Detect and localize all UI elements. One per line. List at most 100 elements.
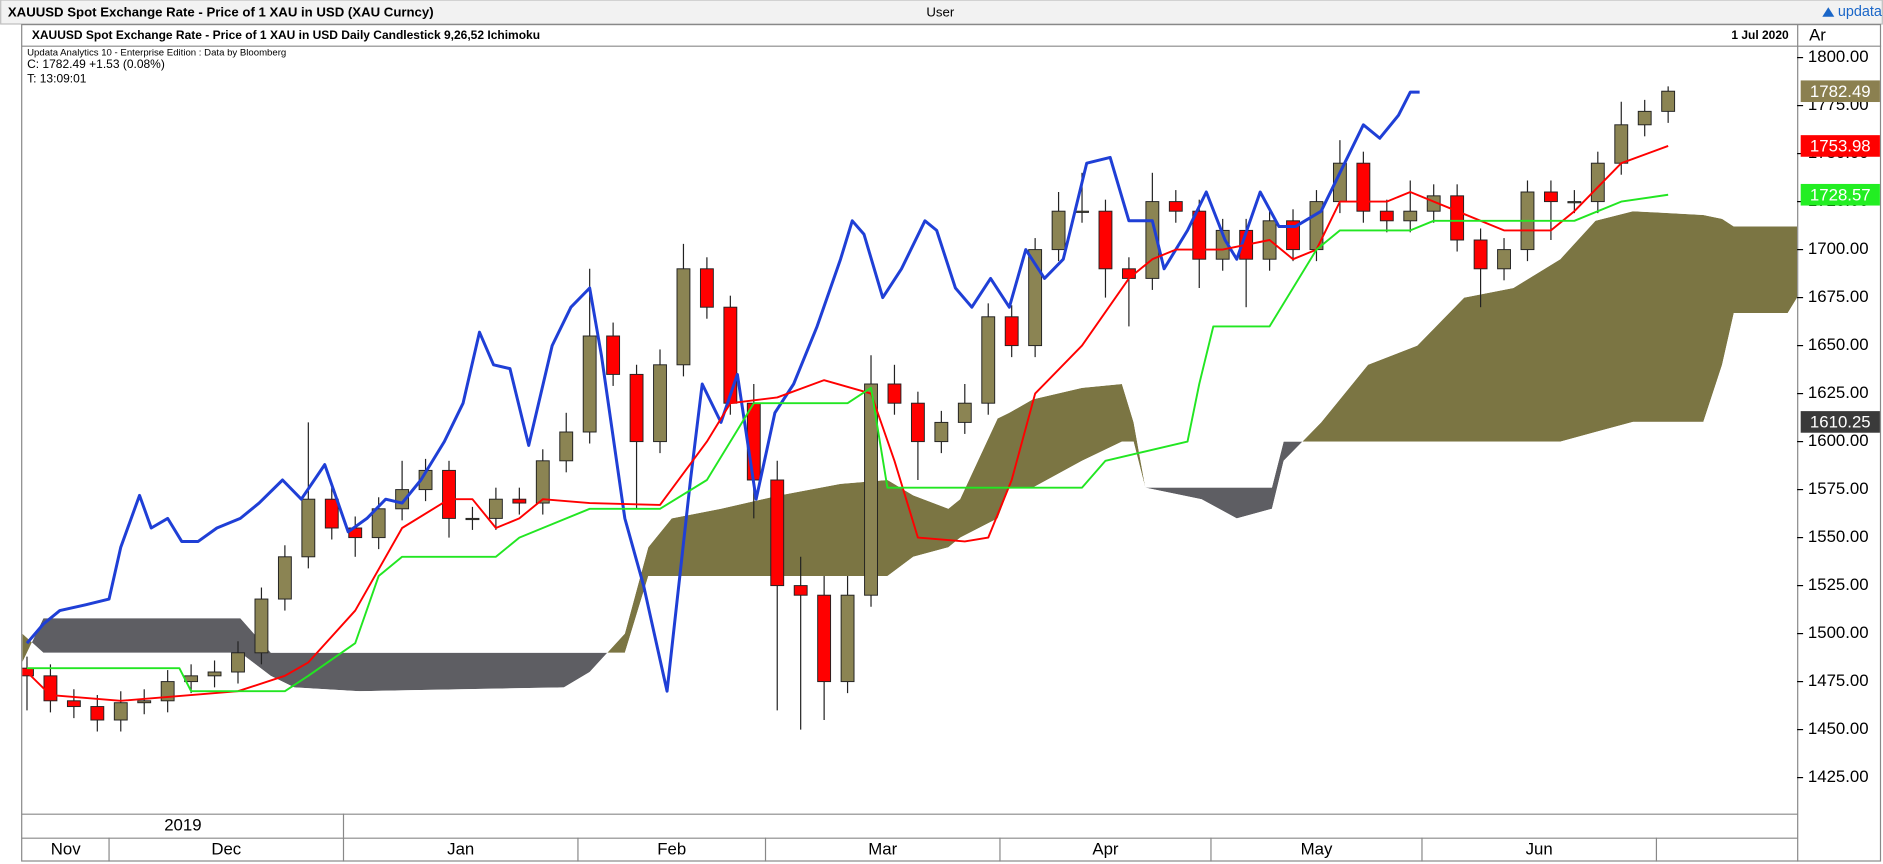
- price-marker-label: 1728.57: [1810, 185, 1871, 204]
- price-marker: [1800, 411, 1880, 433]
- candle-body: [934, 421, 949, 443]
- candle-body: [1637, 110, 1652, 126]
- candle-body: [723, 306, 738, 404]
- candle-body: [1028, 249, 1043, 347]
- candle-body: [1497, 249, 1511, 270]
- axis-unit: Ar: [1809, 25, 1826, 44]
- price-marker: [1800, 183, 1880, 206]
- candle-body: [207, 671, 222, 677]
- y-tick-label: 1500.00: [1808, 623, 1869, 642]
- candle-body: [442, 469, 456, 519]
- candle-body: [231, 652, 245, 673]
- candle-body: [1379, 210, 1394, 222]
- candle-body: [1168, 201, 1183, 212]
- candle-body: [582, 335, 597, 433]
- year-label: 2019: [164, 816, 201, 835]
- chart-title: XAUUSD Spot Exchange Rate - Price of 1 X…: [32, 28, 540, 42]
- candle-body: [1661, 90, 1676, 112]
- y-tick-label: 1650.00: [1808, 335, 1869, 354]
- window-title: XAUUSD Spot Exchange Rate - Price of 1 X…: [8, 5, 434, 20]
- y-tick-label: 1450.00: [1808, 719, 1869, 738]
- indicator-line: [26, 193, 1669, 693]
- window-bar: [0, 0, 1883, 25]
- info-source: Updata Analytics 10 - Enterprise Edition…: [27, 47, 286, 58]
- price-marker: [1800, 80, 1880, 103]
- candle-body: [371, 508, 386, 539]
- candle-body: [887, 383, 902, 404]
- candle-body: [113, 702, 128, 721]
- chart-frame: [21, 24, 1882, 862]
- candle-body: [746, 402, 761, 481]
- y-tick-label: 1675.00: [1808, 287, 1869, 306]
- candle-body: [840, 594, 855, 683]
- candle-body: [1356, 162, 1371, 212]
- x-tick-label: Apr: [1092, 840, 1119, 859]
- candle-body: [137, 700, 152, 704]
- x-tick-label: Nov: [51, 840, 81, 859]
- cloud-down: [22, 297, 1798, 692]
- date-label: 1 Jul 2020: [1731, 28, 1789, 42]
- candle-body: [1567, 201, 1582, 204]
- x-tick-label: Jan: [447, 840, 474, 859]
- y-tick-label: 1475.00: [1808, 671, 1869, 690]
- candle-body: [324, 498, 339, 529]
- candle-body: [910, 402, 925, 443]
- candle-body: [535, 460, 550, 504]
- y-tick-label: 1550.00: [1808, 527, 1869, 546]
- candle-body: [817, 594, 832, 683]
- candle-body: [254, 598, 269, 654]
- cloud-down-group: [22, 297, 1798, 692]
- y-tick-label: 1525.00: [1808, 575, 1869, 594]
- candle-body: [1192, 210, 1207, 260]
- candle-body: [1590, 162, 1605, 203]
- candle-body: [1543, 191, 1558, 203]
- price-marker: [1800, 135, 1880, 157]
- brand-icon: [1822, 7, 1835, 17]
- brand[interactable]: updata: [1838, 4, 1882, 20]
- plot-area: [22, 86, 1798, 732]
- candle-body: [793, 585, 808, 596]
- candle-body: [957, 402, 972, 423]
- candle-body: [1051, 210, 1066, 251]
- candle-body: [43, 675, 58, 702]
- price-marker-label: 1753.98: [1810, 137, 1871, 156]
- x-tick-label: Feb: [657, 840, 686, 859]
- candle-body: [1403, 210, 1418, 222]
- y-tick-label: 1600.00: [1808, 431, 1869, 450]
- candle-body: [465, 517, 480, 521]
- candle-body: [277, 556, 292, 600]
- candle-body: [770, 479, 785, 587]
- info-last: C: 1782.49 +1.53 (0.08%): [27, 57, 165, 71]
- indicator-line: [26, 145, 1669, 702]
- x-tick-label: Jun: [1526, 840, 1553, 859]
- candle-body: [981, 316, 996, 404]
- candle-body: [66, 700, 81, 708]
- candle-body: [559, 431, 574, 462]
- candle-body: [864, 383, 878, 596]
- candle-body: [1450, 195, 1465, 241]
- y-tick-label: 1625.00: [1808, 383, 1869, 402]
- candle-body: [301, 498, 316, 558]
- x-tick-label: Dec: [211, 840, 241, 859]
- indicator-line: [25, 90, 1420, 693]
- candle-body: [606, 335, 621, 375]
- candle-body: [22, 667, 34, 677]
- candle-body: [1098, 210, 1113, 270]
- user-label[interactable]: User: [926, 5, 954, 20]
- info-time: T: 13:09:01: [27, 71, 87, 85]
- candle-body: [1614, 124, 1629, 164]
- candle-body: [395, 489, 410, 510]
- candle-body: [1473, 239, 1488, 270]
- y-tick-label: 1800.00: [1808, 47, 1869, 66]
- candle-body: [653, 364, 667, 443]
- candle-body: [629, 373, 644, 443]
- candle-body: [90, 706, 105, 721]
- price-marker-label: 1610.25: [1810, 413, 1871, 432]
- y-tick-label: 1575.00: [1808, 479, 1869, 498]
- x-tick-label: May: [1301, 840, 1333, 859]
- candle-body: [1004, 316, 1019, 347]
- y-tick-label: 1700.00: [1808, 239, 1869, 258]
- x-tick-label: Mar: [868, 840, 897, 859]
- y-tick-label: 1425.00: [1808, 767, 1869, 786]
